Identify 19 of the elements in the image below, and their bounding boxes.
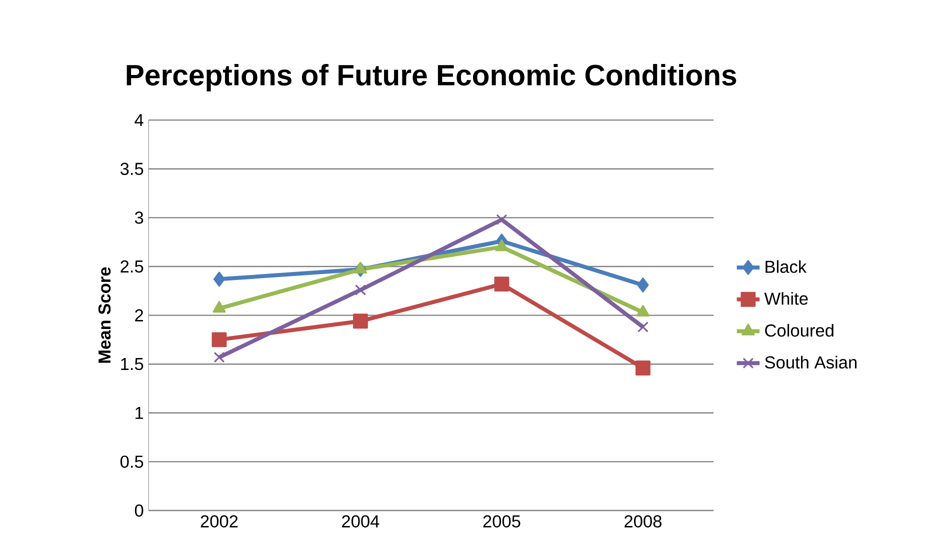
x-tick-label: 2004 (342, 515, 380, 528)
y-tick-label: 1 (136, 406, 144, 419)
y-tick-label: 1.5 (121, 358, 144, 370)
y-tick-label: 0.5 (120, 455, 144, 468)
y-tick-label: 3 (134, 211, 144, 224)
x-tick-label: 2002 (200, 515, 238, 528)
y-axis-title: Mean Score (98, 267, 111, 363)
y-tick-label: 3.5 (120, 162, 144, 175)
x-tick-label: 2008 (624, 515, 662, 528)
chart-title: Perceptions of Future Economic Conditions (126, 64, 736, 92)
legend-label: Coloured (765, 324, 834, 337)
legend-label: Black (766, 260, 807, 273)
y-tick-label: 4 (134, 114, 144, 126)
legend-label: South Asian (765, 356, 856, 368)
y-tick-label: 2.5 (120, 260, 144, 273)
y-tick-label: 0 (134, 504, 144, 517)
legend-label: White (764, 292, 808, 305)
y-tick-label: 2 (135, 309, 143, 322)
x-tick-label: 2005 (483, 515, 520, 528)
